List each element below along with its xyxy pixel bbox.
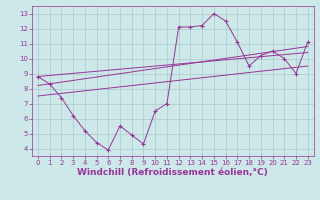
X-axis label: Windchill (Refroidissement éolien,°C): Windchill (Refroidissement éolien,°C) <box>77 168 268 177</box>
